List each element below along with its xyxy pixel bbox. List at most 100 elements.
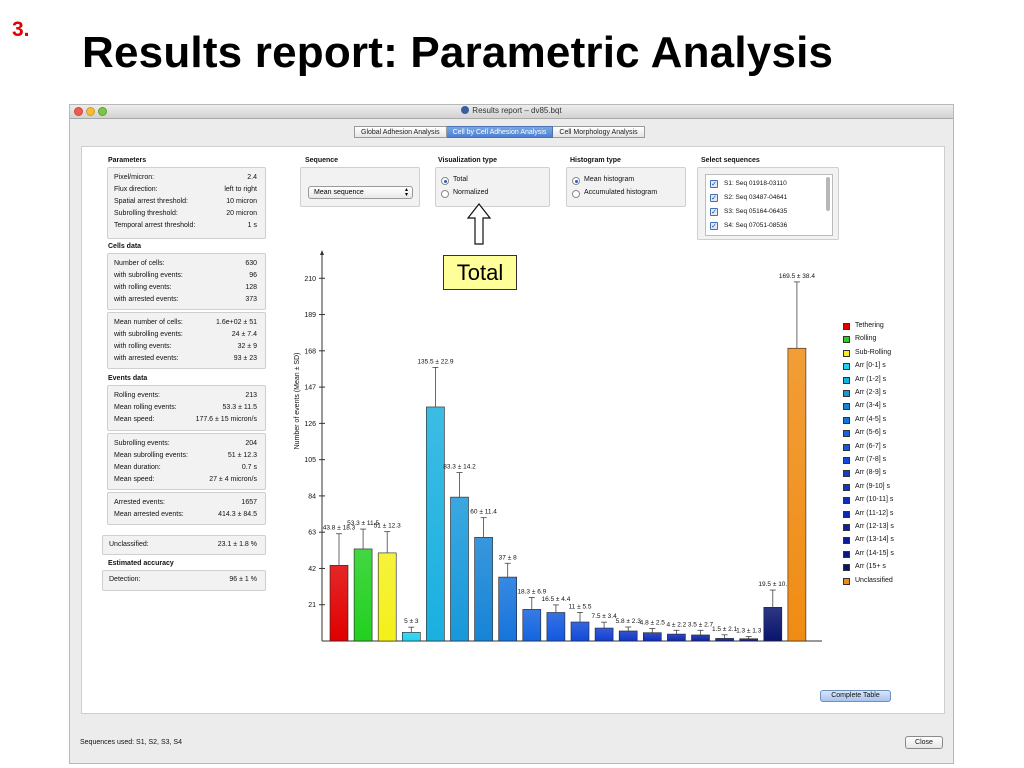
cells-value: 630 bbox=[245, 260, 257, 267]
events-value: 0.7 s bbox=[241, 464, 257, 471]
events-data-box-2: Subrolling events: 204 Mean subrolling ev… bbox=[107, 433, 266, 490]
window-title-text: Results report – dv85.bqt bbox=[472, 106, 562, 115]
window-zoom-icon[interactable] bbox=[98, 107, 107, 116]
sequence-select[interactable]: Mean sequence ▴ ▾ bbox=[308, 186, 413, 199]
y-tick-label: 168 bbox=[304, 348, 316, 355]
param-row: Subrolling threshold: 20 micron bbox=[114, 210, 257, 220]
events-label: Rolling events: bbox=[114, 392, 160, 399]
legend-swatch bbox=[843, 483, 850, 491]
events-value: 204 bbox=[245, 440, 257, 447]
legend-swatch bbox=[843, 577, 850, 585]
window-minimize-icon[interactable] bbox=[86, 107, 95, 116]
legend-swatch bbox=[843, 470, 850, 478]
legend-label: Arr (6-7] s bbox=[855, 442, 887, 450]
bar-arr-9-10-s bbox=[618, 630, 638, 642]
data-label: 135.5 ± 22.9 bbox=[417, 358, 453, 365]
data-label: 18.3 ± 6.9 bbox=[517, 588, 546, 595]
window-close-icon[interactable] bbox=[74, 107, 83, 116]
tab-cell-by-cell-adhesion[interactable]: Cell by Cell Adhesion Analysis bbox=[446, 126, 554, 138]
legend-swatch bbox=[843, 376, 850, 384]
legend-label: Arr (3-4] s bbox=[855, 402, 887, 410]
checkbox-checked-icon[interactable]: ✓ bbox=[710, 208, 718, 216]
cells-data-heading: Cells data bbox=[108, 243, 142, 250]
events-value: 177.6 ± 15 micron/s bbox=[195, 416, 257, 423]
legend-swatch bbox=[843, 443, 850, 451]
checkbox-checked-icon[interactable]: ✓ bbox=[710, 180, 718, 188]
param-label: Subrolling threshold: bbox=[114, 210, 178, 217]
legend-label: Arr (4-5] s bbox=[855, 415, 887, 423]
checkbox-checked-icon[interactable]: ✓ bbox=[710, 194, 718, 202]
cells-label: with rolling events: bbox=[114, 343, 172, 350]
legend-label: Arr [0-1] s bbox=[855, 362, 886, 370]
close-button[interactable]: Close bbox=[905, 736, 943, 749]
legend-label: Arr (1-2] s bbox=[855, 375, 887, 383]
total-callout: Total bbox=[443, 255, 517, 290]
legend-swatch bbox=[843, 416, 850, 424]
parameters-box: Pixel/micron: 2.4 Flux direction: left to … bbox=[107, 167, 266, 239]
cells-label: with subrolling events: bbox=[114, 331, 183, 338]
legend-label: Arr (5-6] s bbox=[855, 429, 887, 437]
events-value: 414.3 ± 84.5 bbox=[218, 511, 257, 518]
cells-value: 373 bbox=[245, 296, 257, 303]
legend-swatch bbox=[843, 349, 850, 357]
legend-label: Unclassified bbox=[855, 576, 893, 584]
cells-label: with rolling events: bbox=[114, 284, 172, 291]
legend-swatch bbox=[843, 510, 850, 518]
events-label: Mean arrested events: bbox=[114, 511, 184, 518]
cells-label: with arrested events: bbox=[114, 296, 179, 303]
tab-global-adhesion[interactable]: Global Adhesion Analysis bbox=[354, 126, 447, 138]
bar-unclassified bbox=[787, 347, 807, 642]
sequence-list[interactable]: ✓ S1: Seq 01918-03110 ✓ S2: Seq 03487-0464… bbox=[705, 174, 833, 236]
data-label: 1.3 ± 1.3 bbox=[736, 628, 762, 635]
cells-label: with arrested events: bbox=[114, 355, 179, 362]
bar-arr-4-5-s bbox=[498, 576, 518, 642]
param-value: 1 s bbox=[247, 222, 257, 229]
radio-unselected-icon bbox=[572, 190, 580, 198]
cells-label: Mean number of cells: bbox=[114, 319, 183, 326]
sequence-list-scrollbar[interactable] bbox=[826, 177, 830, 211]
bar-tethering bbox=[329, 565, 349, 642]
events-label: Mean rolling events: bbox=[114, 404, 177, 411]
unclassified-value: 23.1 ± 1.8 % bbox=[217, 541, 257, 548]
param-value: 10 micron bbox=[226, 198, 257, 205]
bar-arr-3-4-s bbox=[474, 537, 493, 642]
visualization-heading: Visualization type bbox=[438, 157, 497, 164]
complete-table-button[interactable]: Complete Table bbox=[820, 690, 891, 702]
cells-value: 128 bbox=[245, 284, 257, 291]
legend-label: Arr (13-14] s bbox=[855, 536, 894, 544]
sequence-select-value: Mean sequence bbox=[314, 189, 364, 196]
select-sequences-heading: Select sequences bbox=[701, 157, 760, 164]
events-data-box-3: Arrested events: 1657 Mean arrested event… bbox=[107, 492, 266, 525]
legend-swatch bbox=[843, 430, 850, 438]
cells-value: 1.6e+02 ± 51 bbox=[215, 319, 257, 326]
legend-label: Arr (10-11] s bbox=[855, 496, 894, 504]
y-tick-label: 105 bbox=[304, 457, 316, 464]
data-label: 11 ± 5.5 bbox=[569, 604, 592, 611]
y-tick-label: 210 bbox=[304, 276, 316, 283]
events-label: Subrolling events: bbox=[114, 440, 170, 447]
slide-title: Results report: Parametric Analysis bbox=[82, 28, 834, 77]
bar-arr-0-1-s bbox=[401, 632, 421, 642]
events-value: 27 ± 4 micron/s bbox=[209, 476, 257, 483]
data-label: 83.3 ± 14.2 bbox=[443, 464, 476, 471]
cells-label: Number of cells: bbox=[114, 260, 165, 267]
legend-label: Arr (7-8] s bbox=[855, 456, 887, 463]
sequence-item-label: S3: Seq 05164-06435 bbox=[724, 208, 788, 215]
data-label: 3.5 ± 2.7 bbox=[688, 621, 714, 628]
checkbox-checked-icon[interactable]: ✓ bbox=[710, 222, 718, 230]
detection-value: 96 ± 1 % bbox=[229, 576, 257, 583]
window-titlebar: Results report – dv85.bqt bbox=[70, 105, 953, 119]
histogram-heading: Histogram type bbox=[570, 157, 621, 164]
updown-chevron-icon: ▴ ▾ bbox=[404, 187, 408, 198]
radio-selected-icon bbox=[441, 177, 449, 185]
bar-arr-1-2-s bbox=[426, 406, 445, 642]
param-label: Pixel/micron: bbox=[114, 174, 155, 181]
tab-cell-morphology[interactable]: Cell Morphology Analysis bbox=[553, 126, 645, 138]
data-label: 43.8 ± 18.3 bbox=[323, 525, 356, 532]
bar-arr-10-11-s bbox=[642, 632, 662, 642]
events-label: Mean speed: bbox=[114, 416, 155, 423]
sequence-item-label: S2: Seq 03487-04641 bbox=[724, 194, 788, 201]
bar-arr-8-9-s bbox=[594, 627, 614, 642]
bar-sub-rolling bbox=[377, 552, 397, 642]
bar-arr-5-6-s bbox=[522, 609, 542, 642]
